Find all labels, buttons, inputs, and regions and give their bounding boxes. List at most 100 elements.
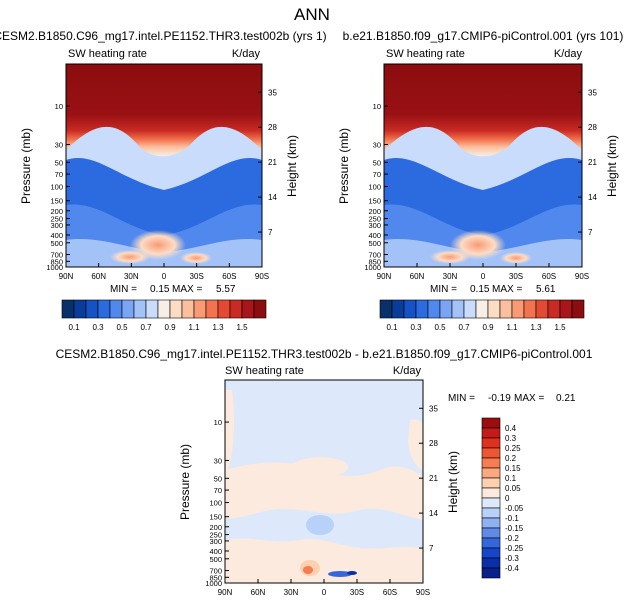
colorbar-swatch [229, 299, 243, 319]
colorbar-swatch [217, 299, 231, 319]
colorbar-swatch [481, 457, 501, 469]
y-tick-label: 30 [55, 140, 63, 149]
y2-axis-label: Height (km) [285, 135, 299, 197]
colorbar-swatch [499, 299, 513, 319]
panel-model: CESM2.B1850.C96_mg17.intel.PE1152.THR3.t… [0, 29, 327, 332]
min-value: 0.15 [150, 284, 170, 295]
colorbar-swatch [559, 299, 573, 319]
colorbar-label: 0.25 [505, 444, 521, 453]
x-tick-label: 30N [284, 588, 299, 597]
colorbar-swatch [379, 299, 393, 319]
colorbar-swatch [253, 299, 267, 319]
x-tick-label: 90S [255, 272, 269, 281]
y-tick-label: 200 [209, 523, 222, 532]
x-tick-label: 60N [91, 272, 106, 281]
y-tick-label: 10 [373, 102, 381, 111]
colorbar-label: -0.4 [505, 564, 519, 573]
colorbar-label: 0.9 [164, 323, 176, 332]
contour-field [384, 64, 582, 267]
y2-axis-label: Height (km) [446, 451, 460, 513]
y2-tick-label: 7 [429, 544, 434, 553]
variable-label: SW heating rate [225, 365, 304, 377]
panel-difference: CESM2.B1850.C96_mg17.intel.PE1152.THR3.t… [56, 347, 593, 597]
y-tick-label: 50 [373, 158, 381, 167]
units-label: K/day [554, 48, 583, 60]
colorbar-label: 0 [505, 494, 510, 503]
y-tick-label: 400 [50, 231, 63, 240]
colorbar-swatch [481, 537, 501, 549]
colorbar-label: -0.1 [505, 514, 519, 523]
x-tick-label: 90N [377, 272, 392, 281]
y-tick-label: 850 [209, 573, 222, 582]
y-tick-label: 70 [55, 170, 63, 179]
colorbar-label: 0.7 [140, 323, 152, 332]
colorbar-swatch [463, 299, 477, 319]
y-tick-label: 850 [368, 257, 381, 266]
colorbar-label: 0.1 [505, 474, 517, 483]
colorbar-swatch [403, 299, 417, 319]
y-tick-label: 1000 [46, 263, 63, 272]
colorbar-swatch [451, 299, 465, 319]
x-tick-label: 90N [218, 588, 233, 597]
y2-tick-label: 14 [268, 193, 277, 202]
y-tick-label: 400 [368, 231, 381, 240]
panel-title: CESM2.B1850.C96_mg17.intel.PE1152.THR3.t… [0, 29, 327, 43]
min-label: MIN = [110, 284, 137, 295]
colorbar-label: -0.25 [505, 544, 524, 553]
x-axis: 90N 60N 30N 0 30S 60S 90S [218, 579, 430, 597]
x-tick-label: 60N [410, 272, 425, 281]
x-tick-label: 90N [59, 272, 74, 281]
colorbar-label: -0.3 [505, 554, 519, 563]
colorbar-swatch [481, 487, 501, 499]
colorbar-swatch [415, 299, 429, 319]
max-value: 5.61 [536, 284, 556, 295]
colorbar-swatch [61, 299, 75, 319]
y2-tick-label: 14 [588, 193, 597, 202]
colorbar-swatch [157, 299, 171, 319]
x-tick-label: 30S [509, 272, 523, 281]
y2-tick-label: 7 [268, 228, 273, 237]
units-label: K/day [393, 365, 422, 377]
max-label: MAX = [514, 393, 544, 404]
colorbar-label: 0.3 [505, 434, 517, 443]
x-tick-label: 90S [575, 272, 589, 281]
colorbar-swatch [205, 299, 219, 319]
colorbar-swatch [547, 299, 561, 319]
y2-axis: 35 28 21 14 7 [578, 88, 597, 237]
x-axis: 90N 60N 30N 0 30S 60S 90S [377, 263, 589, 281]
panel-title: b.e21.B1850.f09_g17.CMIP6-piControl.001 … [343, 29, 624, 43]
colorbar-swatch [439, 299, 453, 319]
colorbar-label: 1.3 [530, 323, 542, 332]
colorbar-label: 0.1 [68, 323, 80, 332]
y2-tick-label: 21 [429, 474, 438, 483]
x-tick-label: 30S [190, 272, 204, 281]
colorbar-swatch [193, 299, 207, 319]
y-tick-label: 850 [50, 257, 63, 266]
y2-tick-label: 21 [588, 158, 597, 167]
x-tick-label: 30S [350, 588, 364, 597]
colorbar-label: 1.3 [212, 323, 224, 332]
x-tick-label: 30N [443, 272, 458, 281]
colorbar-swatch [481, 467, 501, 479]
y-tick-label: 250 [368, 215, 381, 224]
min-label: MIN = [448, 393, 475, 404]
colorbar-swatch [73, 299, 87, 319]
min-label: MIN = [430, 284, 457, 295]
y-tick-label: 1000 [205, 579, 222, 588]
y2-tick-label: 28 [588, 123, 597, 132]
x-tick-label: 60S [383, 588, 397, 597]
colorbar-swatch [481, 527, 501, 539]
colorbar-label: 0.1 [386, 323, 398, 332]
colorbar: 0.40.30.250.20.150.10.050-0.05-0.1-0.15-… [481, 417, 524, 579]
y-tick-label: 250 [50, 215, 63, 224]
y-tick-label: 50 [214, 474, 222, 483]
colorbar-swatch [481, 477, 501, 489]
colorbar-swatch [481, 547, 501, 559]
y-axis-label: Pressure (mb) [178, 444, 192, 520]
min-value: -0.19 [488, 393, 511, 404]
colorbar-swatch [481, 517, 501, 529]
y-tick-label: 150 [368, 197, 381, 206]
